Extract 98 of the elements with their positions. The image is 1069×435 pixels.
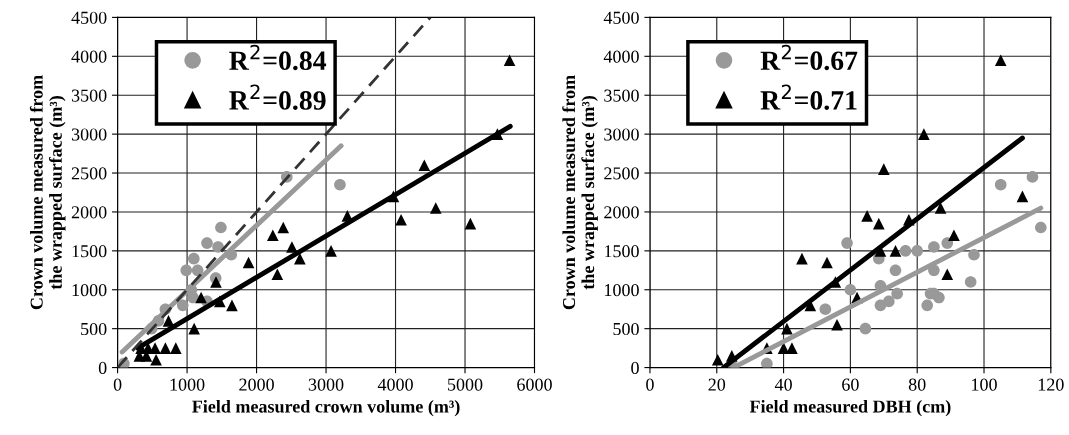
point [464, 217, 477, 230]
point [941, 268, 954, 280]
point [286, 241, 298, 253]
point [934, 202, 947, 214]
point [761, 357, 773, 368]
point [841, 237, 853, 249]
point [191, 264, 204, 277]
point [180, 264, 193, 277]
legend-label: R$^{2}$=0.84 [229, 44, 327, 71]
y-tick-label: 1000 [605, 284, 639, 297]
y-tick-label: 3000 [604, 128, 639, 141]
point [872, 217, 885, 230]
legend-label: R$^{2}$=0.67 [760, 44, 858, 71]
y-tick-label: 0 [631, 361, 639, 375]
x-tick-label: 1000 [170, 378, 205, 391]
y-tick-label: 500 [81, 322, 107, 336]
point [226, 299, 238, 312]
point [994, 54, 1007, 67]
point [911, 245, 924, 257]
point [786, 342, 798, 354]
point [395, 213, 407, 226]
point [899, 245, 912, 257]
point [933, 291, 945, 304]
x-tick-label: 0 [113, 378, 122, 391]
y-tick-label: 2000 [71, 206, 107, 219]
y-tick-label: 2500 [604, 167, 639, 180]
point [1026, 171, 1039, 183]
y-tick-label: 2500 [71, 167, 107, 180]
point [1016, 190, 1029, 203]
legend-label: R$^{2}$=0.89 [229, 84, 326, 110]
point [418, 159, 431, 172]
point [271, 268, 284, 280]
point [187, 291, 199, 304]
x-tick-label: 100 [972, 378, 997, 391]
point [891, 287, 903, 300]
x-tick-label: 0 [646, 378, 654, 391]
point [210, 276, 222, 288]
point [503, 54, 516, 67]
point [844, 283, 857, 296]
x-tick-label: 60 [842, 378, 859, 391]
y-tick-label: 3000 [71, 128, 107, 141]
point [889, 264, 902, 277]
x-tick-label: 20 [708, 378, 726, 391]
point [267, 229, 279, 242]
point [215, 221, 227, 234]
point [188, 252, 200, 265]
y-tick-label: 1500 [605, 245, 639, 258]
y-axis-title: Crown volume measured from the wrapped surface (m³) [29, 75, 66, 310]
point [150, 353, 162, 366]
point [889, 245, 902, 257]
y-tick-label: 3500 [604, 89, 639, 102]
y-tick-label: 1000 [72, 284, 107, 297]
point [1035, 221, 1047, 234]
point [429, 202, 442, 214]
point [921, 299, 934, 312]
point [859, 322, 872, 335]
x-tick-label: 6000 [517, 378, 552, 391]
point [711, 353, 724, 366]
point [883, 295, 895, 308]
point [948, 229, 960, 242]
x-tick-label: 3000 [308, 378, 344, 391]
y-tick-label: 4000 [71, 50, 107, 63]
point [212, 241, 224, 253]
point [819, 303, 832, 316]
point [877, 163, 890, 175]
point [201, 237, 213, 249]
point [994, 178, 1007, 191]
x-tick-label: 120 [1038, 378, 1064, 391]
y-tick-label: 4000 [603, 50, 639, 63]
point [334, 178, 346, 191]
point [242, 256, 255, 269]
x-axis-title: Field measured DBH (cm) [749, 399, 951, 417]
y-tick-label: 3500 [71, 89, 107, 102]
point [964, 276, 977, 288]
y-tick-label: 500 [613, 322, 639, 336]
y-tick-label: 4500 [603, 11, 639, 24]
x-tick-label: 4000 [377, 378, 413, 391]
x-tick-label: 80 [908, 378, 926, 391]
point [176, 299, 189, 312]
point [928, 241, 940, 253]
y-axis-title: Crown volume measured from the wrapped surface (m³) [562, 75, 598, 310]
legend-label: R$^{2}$=0.71 [760, 84, 857, 110]
point [918, 128, 930, 140]
y-tick-label: 0 [98, 361, 107, 375]
x-tick-label: 40 [774, 378, 792, 391]
point [325, 245, 337, 257]
point [861, 210, 873, 222]
y-tick-label: 4500 [71, 11, 107, 24]
point [277, 221, 290, 234]
x-tick-label: 2000 [239, 378, 274, 391]
point [831, 318, 843, 331]
point [159, 342, 172, 354]
y-tick-label: 2000 [604, 206, 639, 219]
x-tick-label: 5000 [448, 378, 483, 391]
x-axis-title: Field measured crown volume (m³) [192, 399, 460, 417]
y-tick-label: 1500 [72, 245, 107, 258]
point [968, 248, 980, 261]
point [170, 342, 182, 354]
